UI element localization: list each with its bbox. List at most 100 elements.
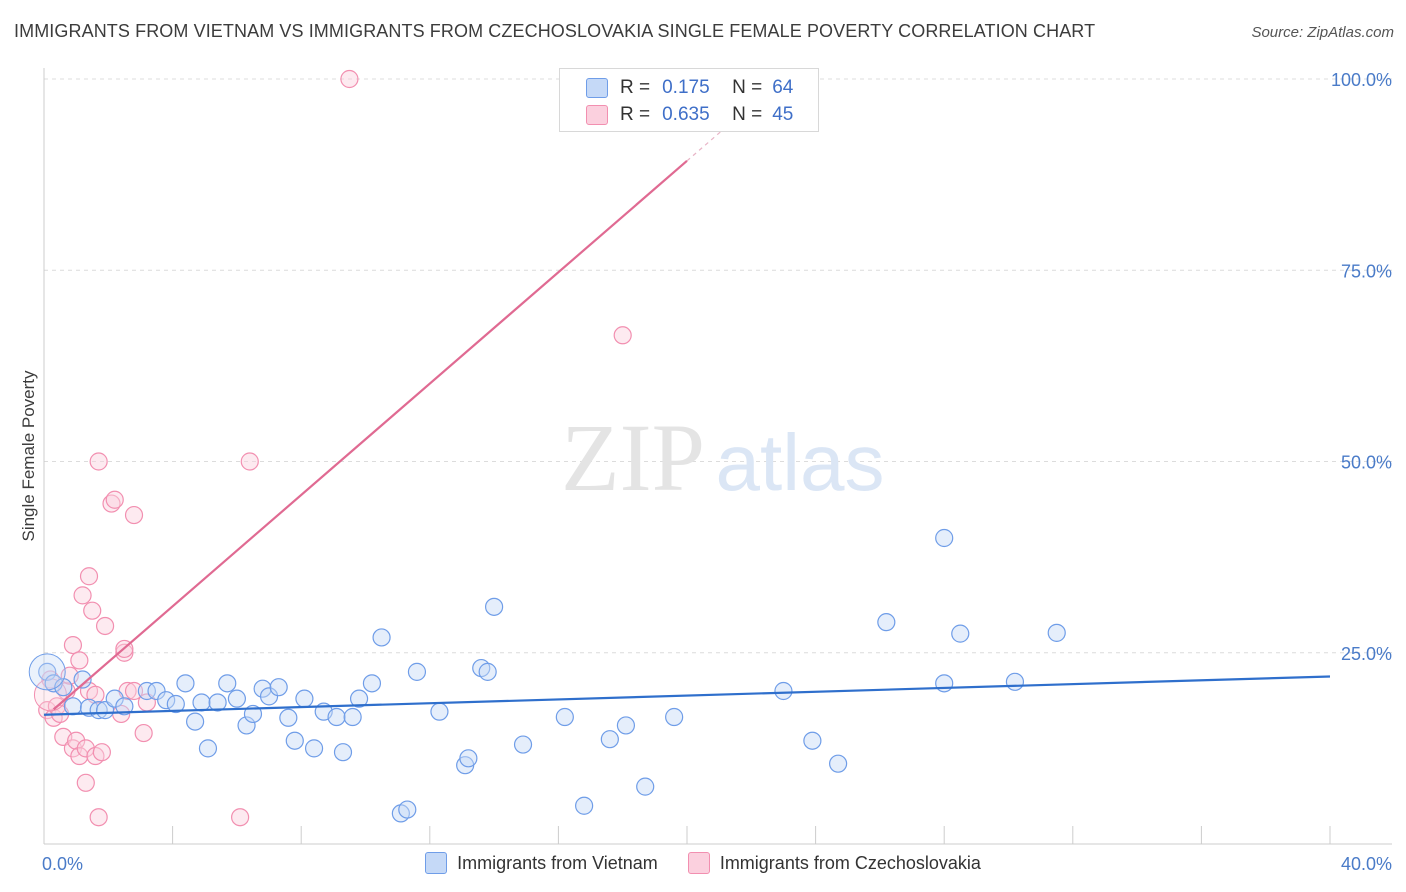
vietnam-point: [1005, 672, 1025, 691]
vietnam-point: [269, 678, 288, 697]
vietnam-point: [208, 693, 227, 712]
x-tick-label: 40.0%: [1341, 854, 1392, 874]
stats-legend: R = 0.175 N = 64 R = 0.635 N = 45: [559, 68, 819, 132]
czech-point: [240, 452, 259, 471]
vietnam-point: [295, 689, 314, 708]
vietnam-point: [362, 674, 382, 693]
vietnam-point: [485, 597, 504, 616]
r-label: R =: [620, 77, 651, 98]
czech-legend-swatch: [687, 852, 710, 874]
vietnam-point: [935, 528, 954, 548]
czech-point: [89, 808, 108, 827]
n-label: N =: [732, 104, 763, 125]
watermark-atlas: atlas: [716, 418, 885, 507]
vietnam-point: [430, 702, 449, 721]
czech-point: [124, 505, 144, 525]
chart-title: IMMIGRANTS FROM VIETNAM VS IMMIGRANTS FR…: [14, 21, 1096, 41]
czech-point: [231, 808, 250, 827]
y-tick-label: 100.0%: [1331, 70, 1392, 90]
legend-item-czech[interactable]: Immigrants from Czechoslovakia: [687, 852, 981, 874]
vietnam-point: [803, 731, 822, 750]
vietnam-point: [877, 613, 896, 632]
czech-point: [124, 681, 144, 701]
grid-lines: [44, 78, 1392, 654]
czech-point: [340, 69, 359, 89]
stats-row-czech: R = 0.635 N = 45: [586, 104, 793, 126]
vietnam-point: [349, 689, 369, 708]
vietnam-point: [600, 730, 619, 749]
vietnam-point: [407, 662, 427, 681]
vietnam-point: [478, 662, 497, 681]
vietnam-point: [951, 624, 970, 643]
vietnam-point: [44, 674, 63, 693]
czech-point: [73, 586, 92, 605]
r-value: 0.635: [662, 104, 710, 125]
vietnam-point: [218, 674, 237, 693]
vietnam-trend-line: [43, 675, 1331, 716]
vietnam-point: [636, 777, 655, 796]
r-label: R =: [620, 104, 651, 125]
vietnam-point: [343, 707, 362, 727]
vietnam-point: [227, 689, 246, 708]
vietnam-point: [774, 681, 793, 701]
vietnam-point: [575, 796, 594, 815]
series-vietnam: [28, 528, 1066, 823]
czech-point: [613, 326, 632, 345]
czech-point: [89, 452, 108, 471]
legend-label-czech: Immigrants from Czechoslovakia: [719, 852, 981, 873]
watermark: ZIP atlas: [561, 404, 884, 511]
vietnam-point: [54, 678, 73, 697]
n-value: 45: [772, 104, 794, 125]
vietnam-legend-swatch: [425, 852, 448, 874]
vietnam-point: [279, 708, 298, 727]
czech-trend-extension: [686, 124, 729, 162]
vietnam-point: [176, 674, 195, 693]
vietnam-point: [137, 681, 156, 701]
vietnam-point: [237, 716, 256, 735]
vietnam-point: [157, 691, 176, 710]
vietnam-point: [147, 681, 166, 701]
vietnam-point: [327, 707, 346, 727]
vietnam-point: [63, 697, 83, 716]
czech-point: [63, 635, 83, 655]
vietnam-point: [333, 743, 353, 762]
czech-swatch: [586, 105, 608, 125]
vietnam-point: [192, 693, 211, 712]
r-value: 0.175: [662, 77, 710, 98]
vietnam-point: [555, 707, 574, 727]
czech-point: [105, 490, 124, 509]
vietnam-point: [935, 674, 954, 693]
vietnam-point: [1047, 623, 1066, 642]
vietnam-point: [186, 712, 205, 731]
czech-point: [115, 643, 134, 662]
legend-item-vietnam[interactable]: Immigrants from Vietnam: [425, 852, 658, 874]
y-tick-label: 25.0%: [1341, 644, 1392, 664]
vietnam-point: [459, 749, 478, 768]
watermark-zip: ZIP: [561, 404, 705, 511]
vietnam-point: [259, 687, 279, 706]
czech-point: [83, 601, 102, 620]
vietnam-point: [105, 689, 124, 708]
vietnam-point: [304, 739, 324, 758]
vietnam-point: [73, 670, 92, 689]
vietnam-point: [285, 731, 304, 750]
czech-point: [79, 567, 99, 586]
vietnam-point: [166, 694, 185, 714]
n-value: 64: [772, 77, 794, 98]
trend-lines: [43, 124, 1331, 716]
vietnam-point: [616, 716, 636, 735]
czech-point: [76, 773, 95, 792]
vietnam-point: [513, 735, 533, 754]
tick-labels: 25.0% 50.0% 75.0% 100.0% 0.0% 40.0%: [42, 70, 1392, 874]
chart-source: Source: ZipAtlas.com: [1251, 24, 1394, 41]
vietnam-cluster: [28, 653, 66, 691]
czech-point: [92, 743, 111, 762]
vietnam-point: [398, 800, 417, 819]
vietnam-swatch: [586, 78, 608, 98]
y-axis-label: Single Female Poverty: [19, 370, 38, 542]
vietnam-point: [829, 754, 848, 773]
series-legend: Immigrants from Vietnam Immigrants from …: [0, 852, 1406, 874]
vietnam-point: [38, 662, 57, 681]
czech-point: [67, 731, 86, 750]
